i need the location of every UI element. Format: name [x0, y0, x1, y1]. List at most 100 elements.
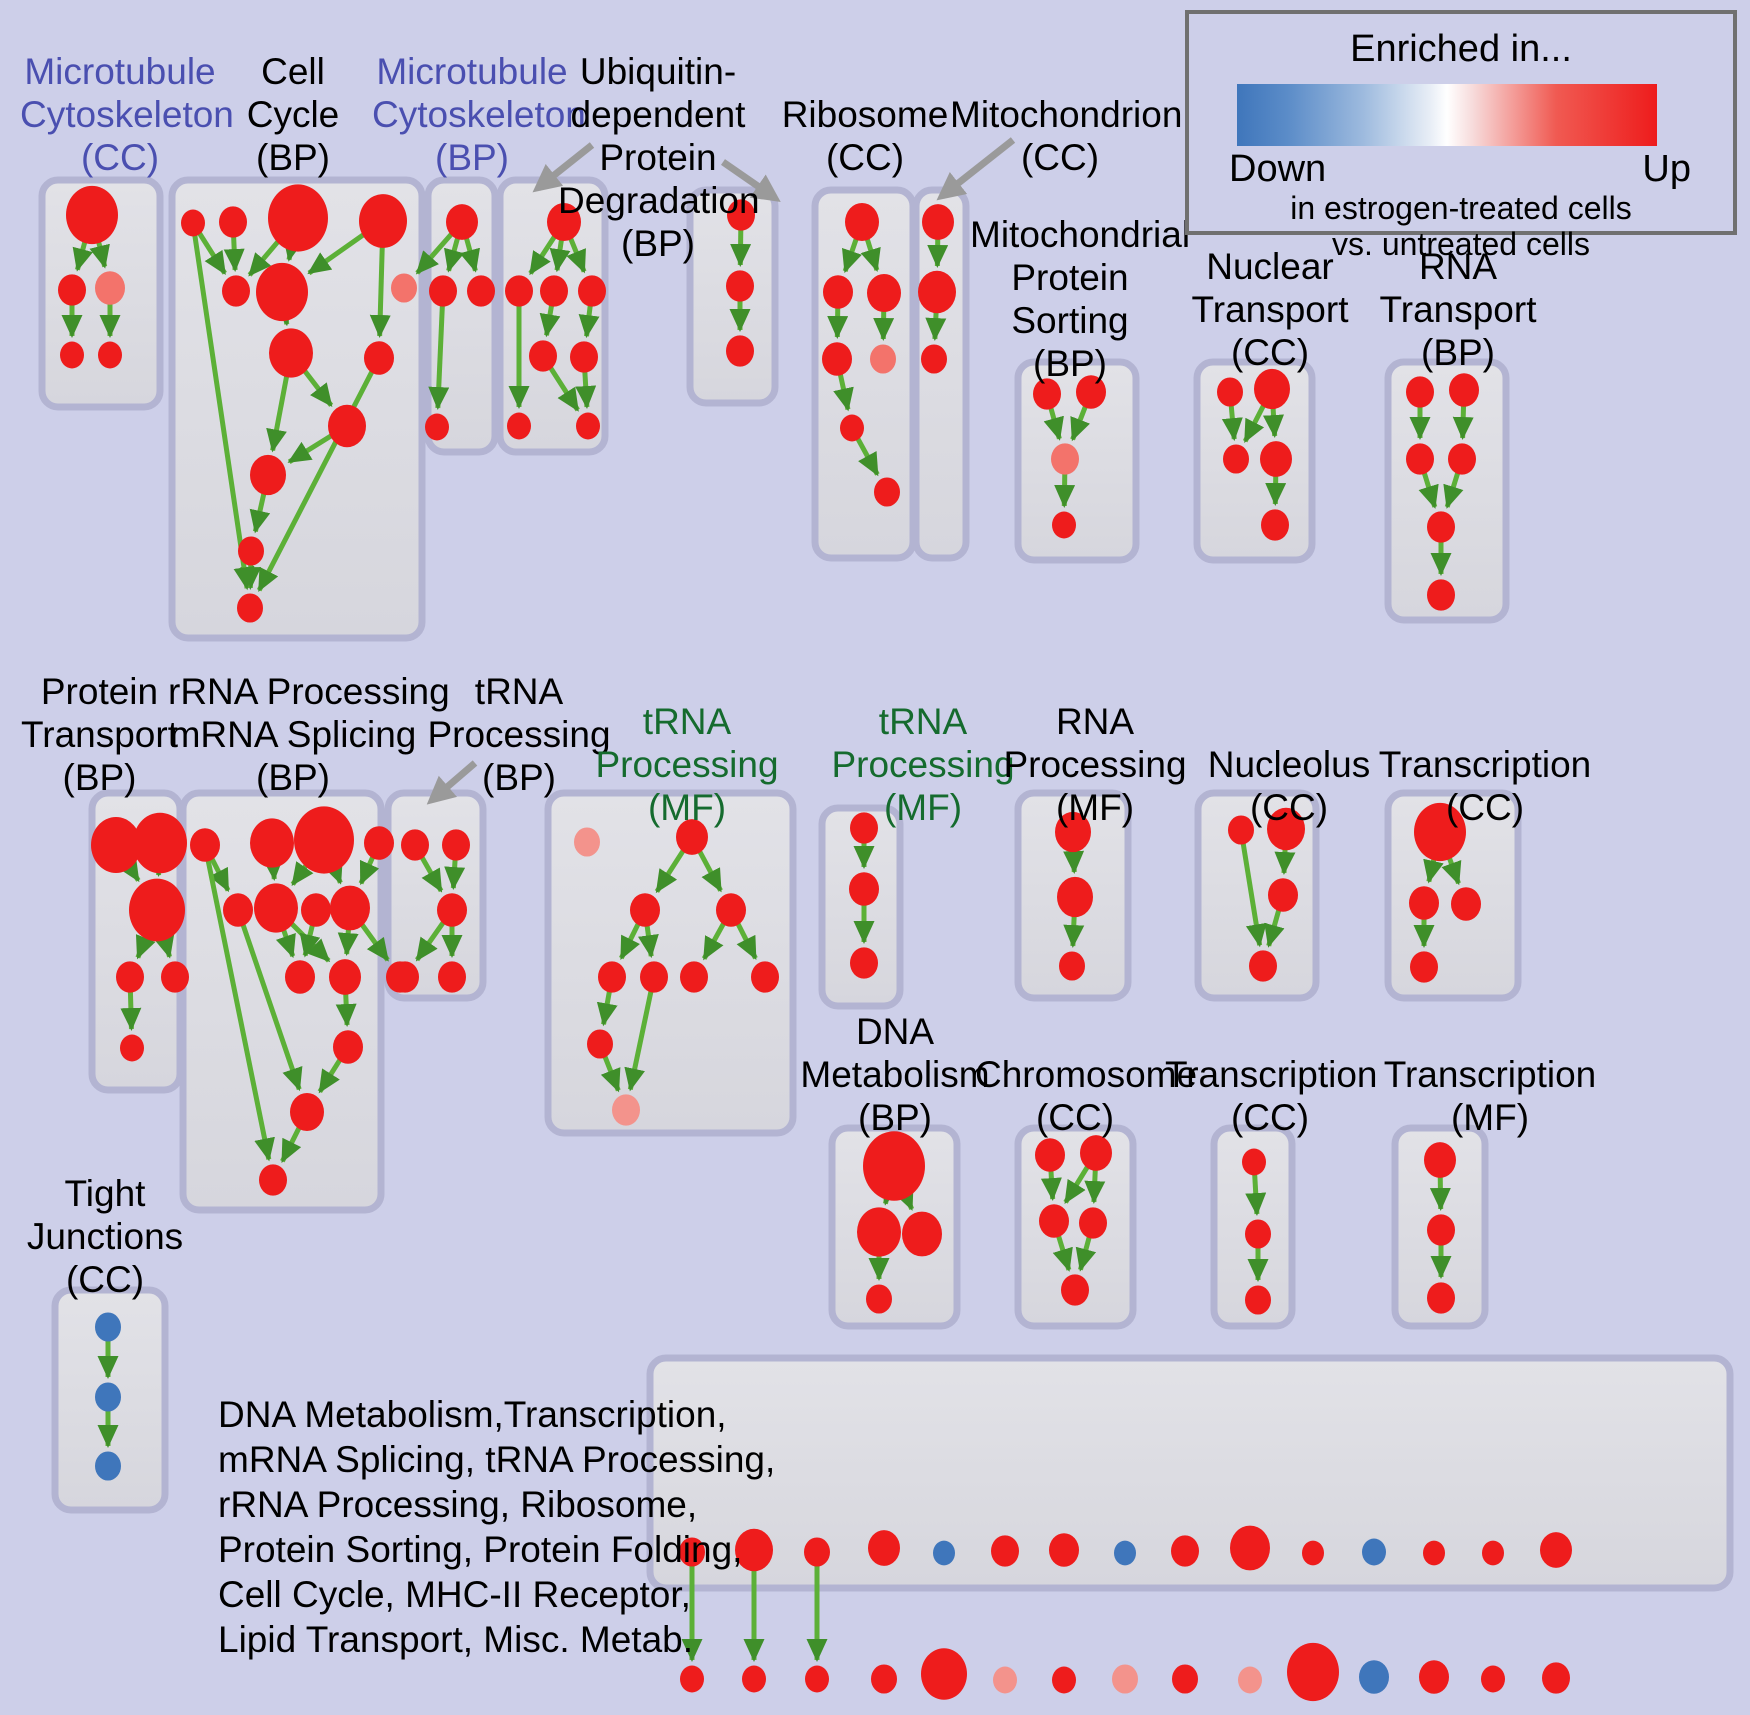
network-node[interactable] [268, 184, 328, 252]
network-node[interactable] [1410, 951, 1438, 983]
network-node[interactable] [1409, 886, 1439, 920]
network-node[interactable] [742, 1665, 766, 1693]
network-node[interactable] [285, 960, 315, 994]
network-node[interactable] [95, 1312, 121, 1342]
network-node[interactable] [1261, 509, 1289, 541]
network-node[interactable] [429, 275, 457, 307]
network-node[interactable] [1052, 1666, 1076, 1694]
network-node[interactable] [294, 806, 354, 874]
network-node[interactable] [1049, 1533, 1079, 1567]
network-node[interactable] [1217, 377, 1243, 407]
network-node[interactable] [921, 344, 947, 374]
network-node[interactable] [364, 826, 394, 860]
network-node[interactable] [1414, 802, 1466, 862]
network-node[interactable] [1223, 444, 1249, 474]
network-node[interactable] [1052, 511, 1076, 539]
network-node[interactable] [933, 1540, 955, 1566]
network-node[interactable] [301, 893, 331, 927]
network-node[interactable] [991, 1535, 1019, 1567]
network-node[interactable] [529, 340, 557, 372]
network-node[interactable] [840, 414, 864, 442]
network-node[interactable] [1260, 441, 1292, 477]
network-node[interactable] [870, 344, 896, 374]
network-node[interactable] [446, 204, 478, 240]
network-node[interactable] [66, 185, 118, 245]
network-node[interactable] [250, 454, 286, 496]
network-node[interactable] [805, 1665, 829, 1693]
network-node[interactable] [1051, 443, 1079, 475]
network-node[interactable] [223, 893, 253, 927]
network-node[interactable] [1245, 1285, 1271, 1315]
network-node[interactable] [1230, 1525, 1270, 1571]
network-node[interactable] [1451, 887, 1481, 921]
network-node[interactable] [1362, 1538, 1386, 1566]
network-node[interactable] [676, 819, 708, 855]
network-node[interactable] [1302, 1540, 1324, 1566]
network-node[interactable] [1448, 443, 1476, 475]
network-node[interactable] [1287, 1642, 1339, 1702]
network-node[interactable] [726, 335, 754, 367]
network-node[interactable] [871, 1664, 897, 1694]
network-node[interactable] [822, 342, 852, 376]
network-node[interactable] [425, 413, 449, 441]
network-node[interactable] [401, 829, 429, 861]
network-node[interactable] [1359, 1660, 1389, 1694]
network-node[interactable] [1039, 1204, 1069, 1238]
network-node[interactable] [1542, 1662, 1570, 1694]
network-node[interactable] [918, 270, 956, 314]
network-node[interactable] [259, 1164, 287, 1196]
network-node[interactable] [1540, 1532, 1572, 1568]
network-node[interactable] [328, 404, 366, 448]
network-node[interactable] [507, 412, 531, 440]
network-node[interactable] [857, 1207, 901, 1257]
network-node[interactable] [1242, 1148, 1266, 1176]
network-node[interactable] [540, 275, 568, 307]
network-node[interactable] [1424, 1142, 1456, 1178]
network-node[interactable] [1406, 443, 1434, 475]
network-node[interactable] [1419, 1660, 1449, 1694]
network-node[interactable] [1033, 378, 1061, 410]
network-node[interactable] [640, 961, 668, 993]
network-node[interactable] [587, 1029, 613, 1059]
network-node[interactable] [1423, 1540, 1445, 1566]
network-node[interactable] [863, 1131, 925, 1201]
network-node[interactable] [95, 1382, 121, 1412]
network-node[interactable] [1268, 878, 1298, 912]
network-node[interactable] [1080, 1135, 1112, 1171]
network-node[interactable] [1406, 376, 1434, 408]
network-node[interactable] [95, 1451, 121, 1481]
network-node[interactable] [1055, 811, 1091, 853]
network-node[interactable] [1238, 1666, 1262, 1694]
network-node[interactable] [735, 1528, 773, 1572]
network-node[interactable] [116, 961, 144, 993]
network-node[interactable] [804, 1537, 830, 1567]
network-node[interactable] [437, 893, 467, 927]
network-node[interactable] [190, 828, 220, 862]
network-node[interactable] [237, 593, 263, 623]
network-node[interactable] [1267, 807, 1305, 851]
network-node[interactable] [1427, 1214, 1455, 1246]
network-node[interactable] [95, 271, 125, 305]
network-node[interactable] [1249, 950, 1277, 982]
network-node[interactable] [364, 341, 394, 375]
network-node[interactable] [1035, 1138, 1065, 1172]
network-node[interactable] [867, 273, 901, 313]
network-node[interactable] [726, 270, 754, 302]
network-node[interactable] [329, 959, 361, 995]
network-node[interactable] [120, 1034, 144, 1062]
network-node[interactable] [1427, 1282, 1455, 1314]
network-node[interactable] [823, 275, 853, 309]
network-node[interactable] [391, 961, 419, 993]
network-node[interactable] [727, 199, 755, 231]
network-node[interactable] [1076, 375, 1106, 409]
network-node[interactable] [1057, 876, 1093, 918]
network-node[interactable] [181, 209, 205, 237]
network-node[interactable] [1482, 1540, 1504, 1566]
network-node[interactable] [866, 1284, 892, 1314]
network-node[interactable] [161, 961, 189, 993]
network-node[interactable] [58, 274, 86, 306]
network-node[interactable] [219, 206, 247, 238]
network-node[interactable] [1449, 373, 1479, 407]
network-node[interactable] [129, 878, 185, 942]
network-node[interactable] [442, 829, 470, 861]
